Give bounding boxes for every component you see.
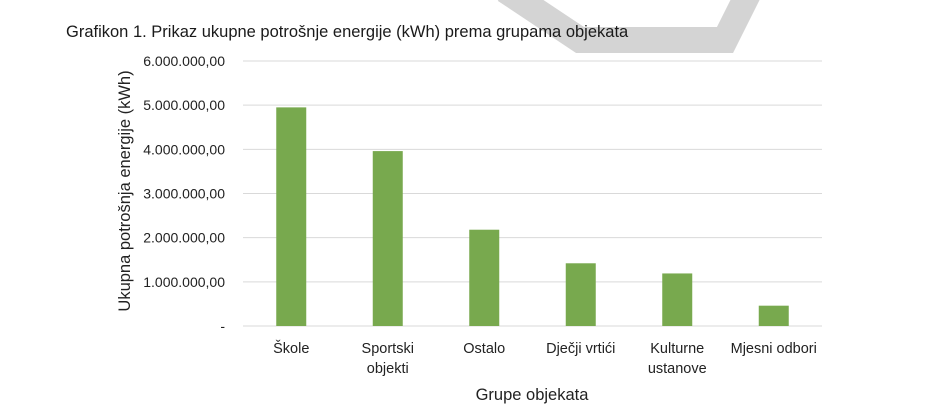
gridlines xyxy=(243,60,822,327)
bar xyxy=(372,151,403,326)
bars xyxy=(276,107,789,326)
x-tick-label: Dječji vrtići xyxy=(546,341,615,357)
x-tick-label: objekti xyxy=(367,361,409,377)
y-tick-label: 2.000.000,00 xyxy=(143,230,225,246)
y-tick-label: 5.000.000,00 xyxy=(143,97,225,113)
bar xyxy=(565,263,596,326)
y-tick-label: 4.000.000,00 xyxy=(143,141,225,157)
bar xyxy=(469,229,500,326)
x-tick-labels: Škole Sportski objekti Ostalo Dječji vrtići K… xyxy=(273,340,817,377)
y-axis-title: Ukupna potrošnja energije (kWh) xyxy=(116,70,134,311)
bar xyxy=(662,273,693,326)
x-tick-label: Ostalo xyxy=(463,341,505,357)
y-tick-label: - xyxy=(220,318,225,334)
watermark-stroke xyxy=(497,0,760,53)
x-tick-label: Kulturne xyxy=(650,341,704,357)
x-tick-label: ustanove xyxy=(648,361,707,377)
x-tick-label: Mjesni odbori xyxy=(731,341,817,357)
bar xyxy=(758,305,789,326)
y-tick-label: 3.000.000,00 xyxy=(143,186,225,202)
x-tick-label: Sportski xyxy=(362,341,414,357)
y-tick-labels: - 1.000.000,00 2.000.000,00 3.000.000,00 4.0… xyxy=(143,53,225,334)
y-tick-label: 6.000.000,00 xyxy=(143,53,225,69)
y-tick-label: 1.000.000,00 xyxy=(143,274,225,290)
bar xyxy=(276,107,307,326)
chart-caption: Grafikon 1. Prikaz ukupne potrošnje ener… xyxy=(66,23,629,41)
x-axis-title: Grupe objekata xyxy=(476,386,590,404)
x-tick-label: Škole xyxy=(273,340,309,357)
